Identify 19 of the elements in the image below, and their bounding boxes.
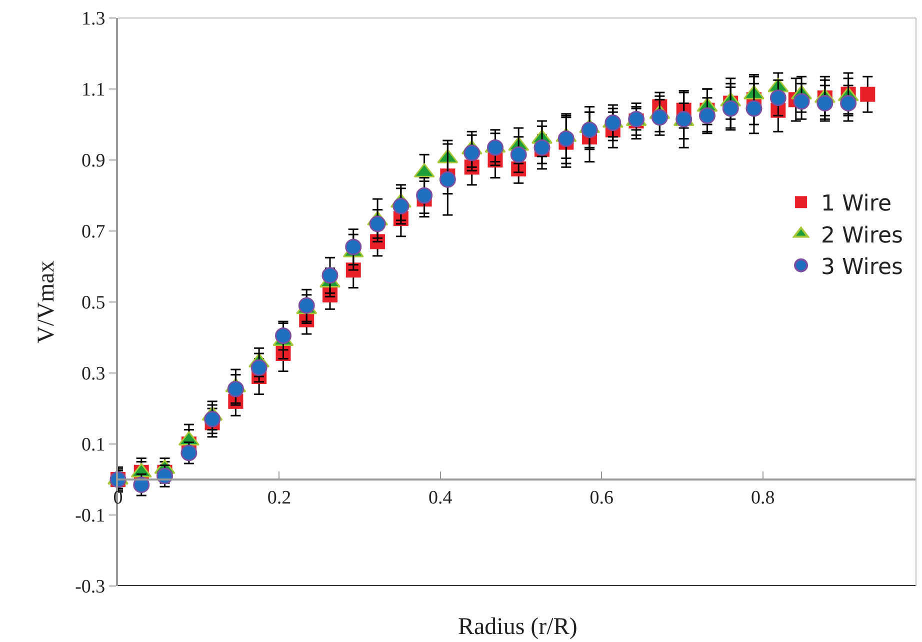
y-tick-label: 1.3 (81, 8, 106, 30)
y-tick-label: 0.5 (81, 292, 106, 314)
y-tick-label: 0.9 (81, 150, 106, 172)
legend-label: 3 Wires (821, 254, 903, 280)
x-tick-label: 0 (113, 487, 123, 508)
x-tick-label: 0.8 (750, 487, 775, 508)
legend-label: 2 Wires (821, 223, 903, 248)
y-tick-label: -0.3 (75, 576, 106, 598)
x-tick-label: 0.6 (590, 487, 614, 508)
x-axis-title: Radius (r/R) (458, 614, 578, 640)
x-tick-label: 0.4 (428, 487, 453, 508)
y-tick-label: 0.7 (81, 222, 106, 243)
y-tick-label: 0.3 (81, 364, 106, 385)
y-axis-title: V/Vmax (34, 260, 60, 344)
legend-label: 1 Wire (821, 192, 892, 217)
y-tick-label: 1.1 (81, 80, 106, 101)
x-tick-label: 0.2 (267, 487, 292, 508)
y-tick-label: 0.1 (81, 434, 106, 456)
y-tick-label: -0.1 (75, 506, 106, 527)
